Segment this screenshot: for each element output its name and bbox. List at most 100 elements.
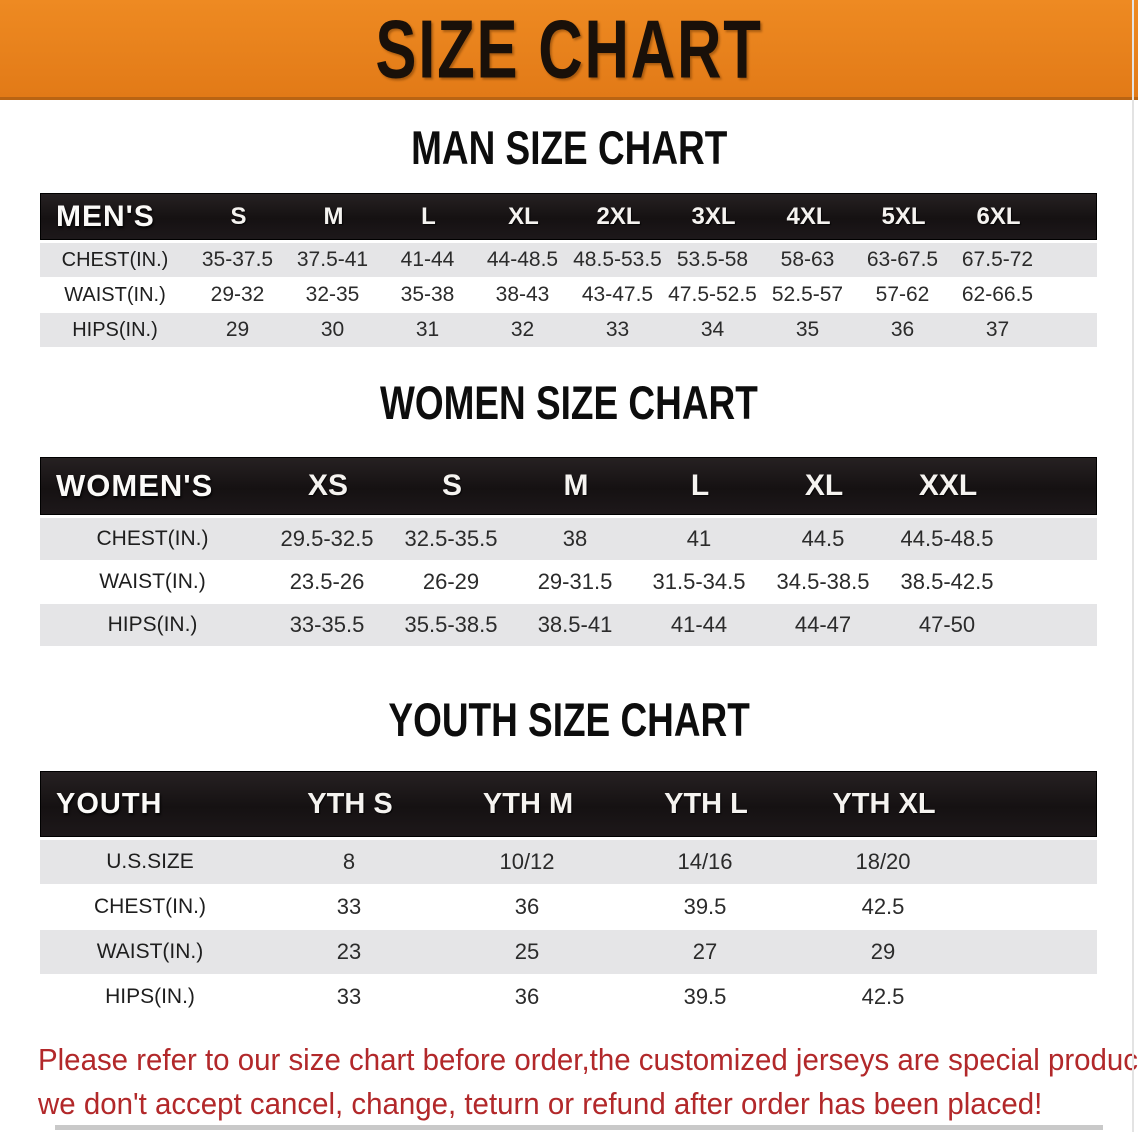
men-column-3xl: 3XL	[691, 202, 736, 230]
youth-row-chest-in: CHEST(IN.) 33 36 39.5 42.5	[40, 885, 1097, 929]
men-waist-in-5xl: 57-62	[875, 283, 930, 306]
men-hips-in-m: 30	[320, 318, 345, 341]
men-row-chest-in: CHEST(IN.) 35-37.5 37.5-41 41-44 44-48.5 48.5…	[40, 243, 1097, 277]
men-hips-in-4xl: 35	[795, 318, 820, 341]
women-hips-in-xl: 44-47	[794, 612, 852, 637]
youth-column-yth-m: YTH M	[482, 787, 574, 820]
women-hips-in-s: 35.5-38.5	[404, 612, 498, 637]
youth-chest-in-yth-l: 39.5	[683, 894, 727, 919]
men-waist-in-2xl: 43-47.5	[581, 283, 654, 306]
youth-table-header: YOUTH YTH S YTH M YTH L YTH XL	[40, 771, 1097, 837]
men-hips-in-6xl: 37	[985, 318, 1010, 341]
youth-waist-in-yth-l: 27	[692, 939, 718, 964]
men-row-hips-in: HIPS(IN.) 29 30 31 32 33 34 35 36 37	[40, 313, 1097, 347]
women-row-chest-in: CHEST(IN.) 29.5-32.5 32.5-35.5 38 41 44.5 44.5…	[40, 518, 1097, 560]
women-table-label: WOMEN'S	[56, 468, 214, 503]
bottom-border-strip	[55, 1125, 1103, 1130]
youth-chest-in-yth-s: 33	[336, 894, 362, 919]
youth-row-u-s-size: U.S.SIZE 8 10/12 14/16 18/20	[40, 840, 1097, 884]
men-column-5xl: 5XL	[881, 202, 926, 230]
men-hips-in-xl: 32	[510, 318, 535, 341]
men-hips-in-2xl: 33	[605, 318, 630, 341]
men-column-6xl: 6XL	[976, 202, 1021, 230]
men-row-label-waist-in: WAIST(IN.)	[64, 283, 166, 306]
women-table-header: WOMEN'S XS S M L XL XXL	[40, 457, 1097, 515]
women-column-s: S	[441, 469, 462, 502]
disclaimer-line-1: Please refer to our size chart before or…	[38, 1042, 1138, 1077]
women-waist-in-l: 31.5-34.5	[652, 569, 746, 594]
men-column-s: S	[230, 202, 247, 230]
youth-hips-in-yth-m: 36	[514, 984, 540, 1009]
men-hips-in-5xl: 36	[890, 318, 915, 341]
youth-row-label-chest-in: CHEST(IN.)	[94, 895, 206, 918]
women-column-xl: XL	[804, 469, 844, 502]
women-waist-in-xxl: 38.5-42.5	[900, 569, 994, 594]
youth-row-label-waist-in: WAIST(IN.)	[96, 940, 204, 963]
women-row-label-waist-in: WAIST(IN.)	[99, 570, 206, 593]
men-table-label: MEN'S	[56, 199, 155, 233]
youth-waist-in-yth-s: 23	[336, 939, 362, 964]
men-section-heading-text: MAN SIZE CHART	[410, 122, 728, 175]
men-row-waist-in: WAIST(IN.) 29-32 32-35 35-38 38-43 43-47.5 47.…	[40, 278, 1097, 312]
women-waist-in-xl: 34.5-38.5	[776, 569, 870, 594]
page-title: SIZE CHART	[375, 2, 763, 95]
women-waist-in-m: 29-31.5	[537, 569, 613, 594]
men-hips-in-l: 31	[415, 318, 440, 341]
women-section-heading: WOMEN SIZE CHART	[0, 377, 1138, 430]
men-chest-in-xl: 44-48.5	[486, 248, 559, 271]
youth-u-s-size-yth-m: 10/12	[499, 849, 555, 874]
youth-row-hips-in: HIPS(IN.) 33 36 39.5 42.5	[40, 975, 1097, 1019]
youth-section-heading: YOUTH SIZE CHART	[0, 694, 1138, 747]
women-hips-in-xs: 33-35.5	[289, 612, 365, 637]
youth-u-s-size-yth-xl: 18/20	[855, 849, 911, 874]
men-chest-in-4xl: 58-63	[780, 248, 835, 271]
men-row-label-hips-in: HIPS(IN.)	[72, 318, 158, 341]
men-row-label-chest-in: CHEST(IN.)	[61, 248, 169, 271]
men-chest-in-3xl: 53.5-58	[676, 248, 749, 271]
women-row-waist-in: WAIST(IN.) 23.5-26 26-29 29-31.5 31.5-34.5 34…	[40, 561, 1097, 603]
men-column-4xl: 4XL	[786, 202, 831, 230]
youth-hips-in-yth-l: 39.5	[683, 984, 727, 1009]
women-hips-in-l: 41-44	[670, 612, 728, 637]
men-chest-in-s: 35-37.5	[201, 248, 274, 271]
women-chest-in-xxl: 44.5-48.5	[900, 526, 994, 551]
disclaimer: Please refer to our size chart before or…	[38, 1038, 1138, 1126]
men-column-2xl: 2XL	[596, 202, 641, 230]
men-column-m: M	[323, 202, 344, 230]
youth-column-yth-xl: YTH XL	[832, 787, 936, 820]
women-row-label-chest-in: CHEST(IN.)	[96, 527, 209, 550]
men-chest-in-l: 41-44	[400, 248, 455, 271]
disclaimer-line-2: we don't accept cancel, change, teturn o…	[38, 1086, 1043, 1121]
men-chest-in-6xl: 67.5-72	[961, 248, 1034, 271]
men-waist-in-xl: 38-43	[495, 283, 550, 306]
men-chest-in-m: 37.5-41	[296, 248, 369, 271]
men-waist-in-4xl: 52.5-57	[771, 283, 844, 306]
women-column-m: M	[563, 469, 589, 502]
youth-hips-in-yth-xl: 42.5	[861, 984, 905, 1009]
youth-column-yth-s: YTH S	[307, 787, 393, 820]
youth-row-label-u-s-size: U.S.SIZE	[106, 850, 194, 873]
youth-row-waist-in: WAIST(IN.) 23 25 27 29	[40, 930, 1097, 974]
women-chest-in-m: 38	[562, 526, 588, 551]
youth-chest-in-yth-m: 36	[514, 894, 540, 919]
men-section-heading: MAN SIZE CHART	[0, 122, 1138, 175]
youth-u-s-size-yth-s: 8	[342, 849, 356, 874]
men-chest-in-5xl: 63-67.5	[866, 248, 939, 271]
men-waist-in-l: 35-38	[400, 283, 455, 306]
women-size-table: WOMEN'S XS S M L XL XXL CHEST(IN.) 29.5-32.5 32.5…	[40, 457, 1097, 647]
men-waist-in-s: 29-32	[210, 283, 265, 306]
men-column-l: L	[421, 202, 436, 230]
men-waist-in-m: 32-35	[305, 283, 360, 306]
youth-size-table: YOUTH YTH S YTH M YTH L YTH XL U.S.SIZE 8 10/12…	[40, 771, 1097, 1020]
men-chest-in-2xl: 48.5-53.5	[573, 248, 662, 271]
youth-hips-in-yth-s: 33	[336, 984, 362, 1009]
men-column-xl: XL	[508, 202, 539, 230]
women-row-label-hips-in: HIPS(IN.)	[107, 613, 198, 636]
men-hips-in-s: 29	[225, 318, 250, 341]
men-size-table: MEN'S S M L XL 2XL 3XL 4XL 5XL 6XL CHEST(IN.) 35-37…	[40, 193, 1097, 348]
women-section-heading-text: WOMEN SIZE CHART	[380, 377, 758, 430]
youth-waist-in-yth-xl: 29	[870, 939, 896, 964]
women-waist-in-xs: 23.5-26	[289, 569, 365, 594]
men-table-header: MEN'S S M L XL 2XL 3XL 4XL 5XL 6XL	[40, 193, 1097, 240]
youth-chest-in-yth-xl: 42.5	[861, 894, 905, 919]
